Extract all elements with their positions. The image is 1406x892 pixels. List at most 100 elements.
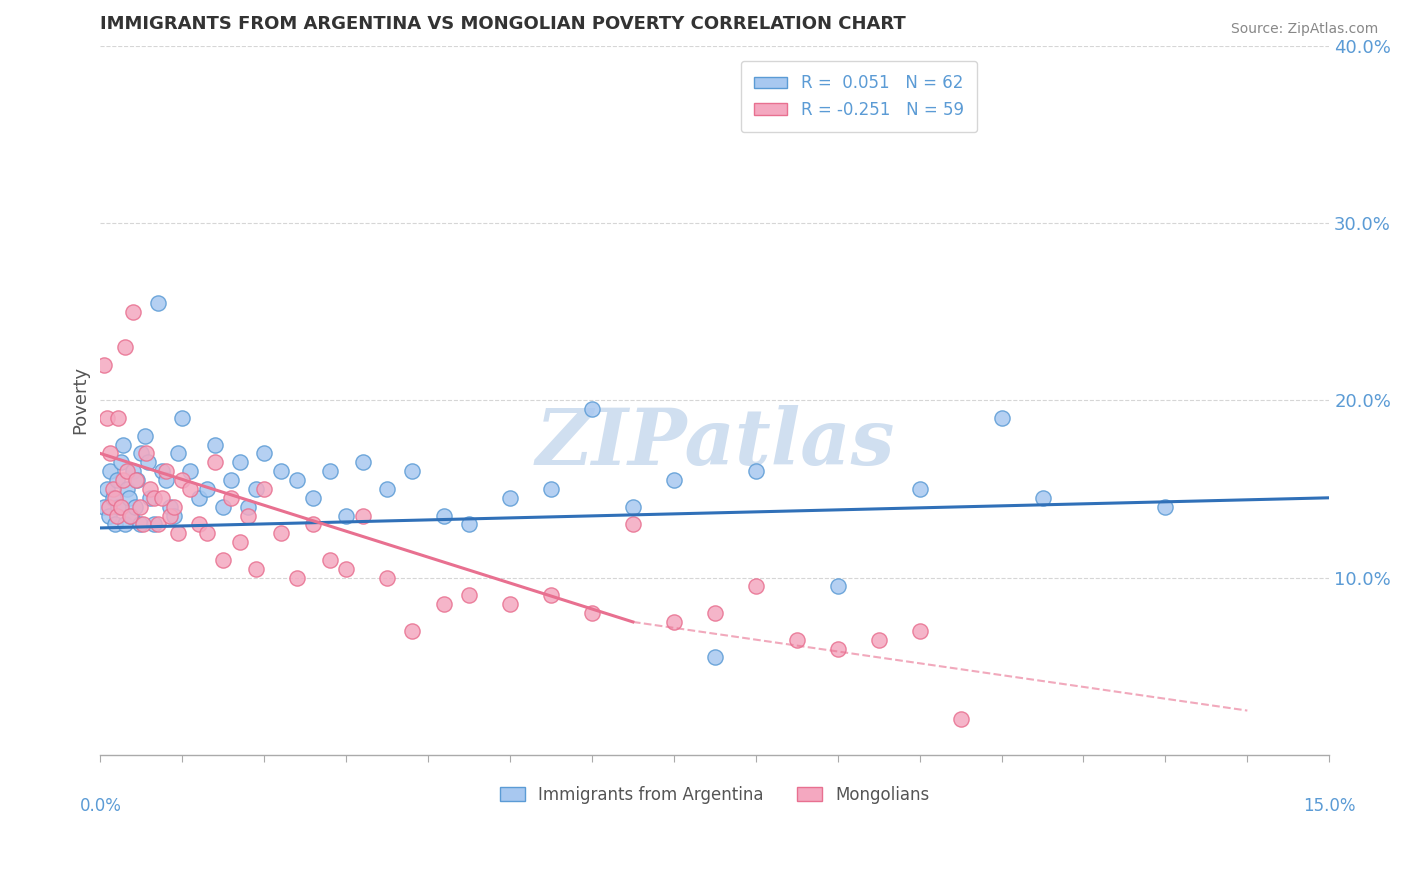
Point [132, 517, 155, 532]
Point [172, 473, 194, 487]
Point [155, 464, 177, 478]
Point [122, 464, 145, 478]
Point [110, 455, 132, 469]
Point [990, 411, 1012, 425]
Point [96, 411, 118, 425]
Point [621, 500, 644, 514]
Point [179, 464, 201, 478]
Point [868, 632, 890, 647]
Point [131, 446, 153, 460]
Legend: Immigrants from Argentina, Mongolians: Immigrants from Argentina, Mongolians [494, 779, 936, 811]
Point [159, 500, 181, 514]
Point [93, 358, 115, 372]
Point [270, 526, 292, 541]
Point [125, 473, 148, 487]
Point [118, 508, 141, 523]
Point [136, 455, 159, 469]
Point [540, 588, 562, 602]
Point [581, 402, 603, 417]
Point [703, 606, 725, 620]
Point [107, 411, 129, 425]
Point [163, 500, 186, 514]
Point [195, 526, 218, 541]
Point [172, 411, 194, 425]
Text: 0.0%: 0.0% [79, 797, 121, 814]
Point [433, 597, 456, 611]
Point [107, 500, 129, 514]
Point [204, 437, 226, 451]
Point [375, 571, 398, 585]
Point [245, 562, 267, 576]
Point [121, 508, 143, 523]
Point [150, 464, 173, 478]
Point [104, 491, 127, 505]
Point [499, 597, 522, 611]
Point [1031, 491, 1053, 505]
Text: IMMIGRANTS FROM ARGENTINA VS MONGOLIAN POVERTY CORRELATION CHART: IMMIGRANTS FROM ARGENTINA VS MONGOLIAN P… [100, 15, 905, 33]
Point [401, 624, 423, 638]
Point [101, 482, 124, 496]
Point [128, 500, 150, 514]
Point [124, 500, 146, 514]
Point [128, 517, 150, 532]
Point [908, 482, 931, 496]
Point [101, 491, 124, 505]
Point [118, 491, 141, 505]
Point [908, 624, 931, 638]
Point [114, 517, 136, 532]
Point [159, 508, 181, 523]
Point [150, 491, 173, 505]
Point [540, 482, 562, 496]
Point [236, 508, 259, 523]
Point [138, 491, 160, 505]
Point [335, 562, 357, 576]
Point [786, 632, 808, 647]
Point [458, 588, 481, 602]
Point [105, 508, 128, 523]
Point [127, 473, 149, 487]
Point [433, 508, 456, 523]
Point [142, 491, 165, 505]
Point [97, 500, 120, 514]
Point [134, 428, 156, 442]
Point [236, 500, 259, 514]
Point [93, 500, 115, 514]
Point [112, 437, 135, 451]
Point [142, 517, 165, 532]
Point [285, 473, 308, 487]
Point [375, 482, 398, 496]
Point [112, 473, 135, 487]
Point [179, 482, 201, 496]
Point [352, 455, 374, 469]
Point [662, 615, 685, 629]
Point [827, 641, 849, 656]
Point [319, 464, 342, 478]
Point [221, 473, 243, 487]
Point [270, 464, 292, 478]
Point [212, 500, 235, 514]
Point [114, 340, 136, 354]
Point [122, 304, 145, 318]
Point [253, 482, 276, 496]
Point [319, 553, 342, 567]
Point [146, 517, 169, 532]
Point [335, 508, 357, 523]
Point [96, 482, 118, 496]
Text: 15.0%: 15.0% [1303, 797, 1355, 814]
Point [195, 482, 218, 496]
Point [167, 526, 190, 541]
Point [135, 446, 157, 460]
Point [167, 446, 190, 460]
Point [146, 295, 169, 310]
Point [302, 491, 325, 505]
Point [949, 713, 972, 727]
Point [97, 508, 120, 523]
Point [138, 482, 160, 496]
Point [745, 464, 768, 478]
Point [253, 446, 276, 460]
Text: Source: ZipAtlas.com: Source: ZipAtlas.com [1230, 22, 1378, 37]
Text: ZIPatlas: ZIPatlas [536, 405, 894, 481]
Point [155, 473, 177, 487]
Point [401, 464, 423, 478]
Point [662, 473, 685, 487]
